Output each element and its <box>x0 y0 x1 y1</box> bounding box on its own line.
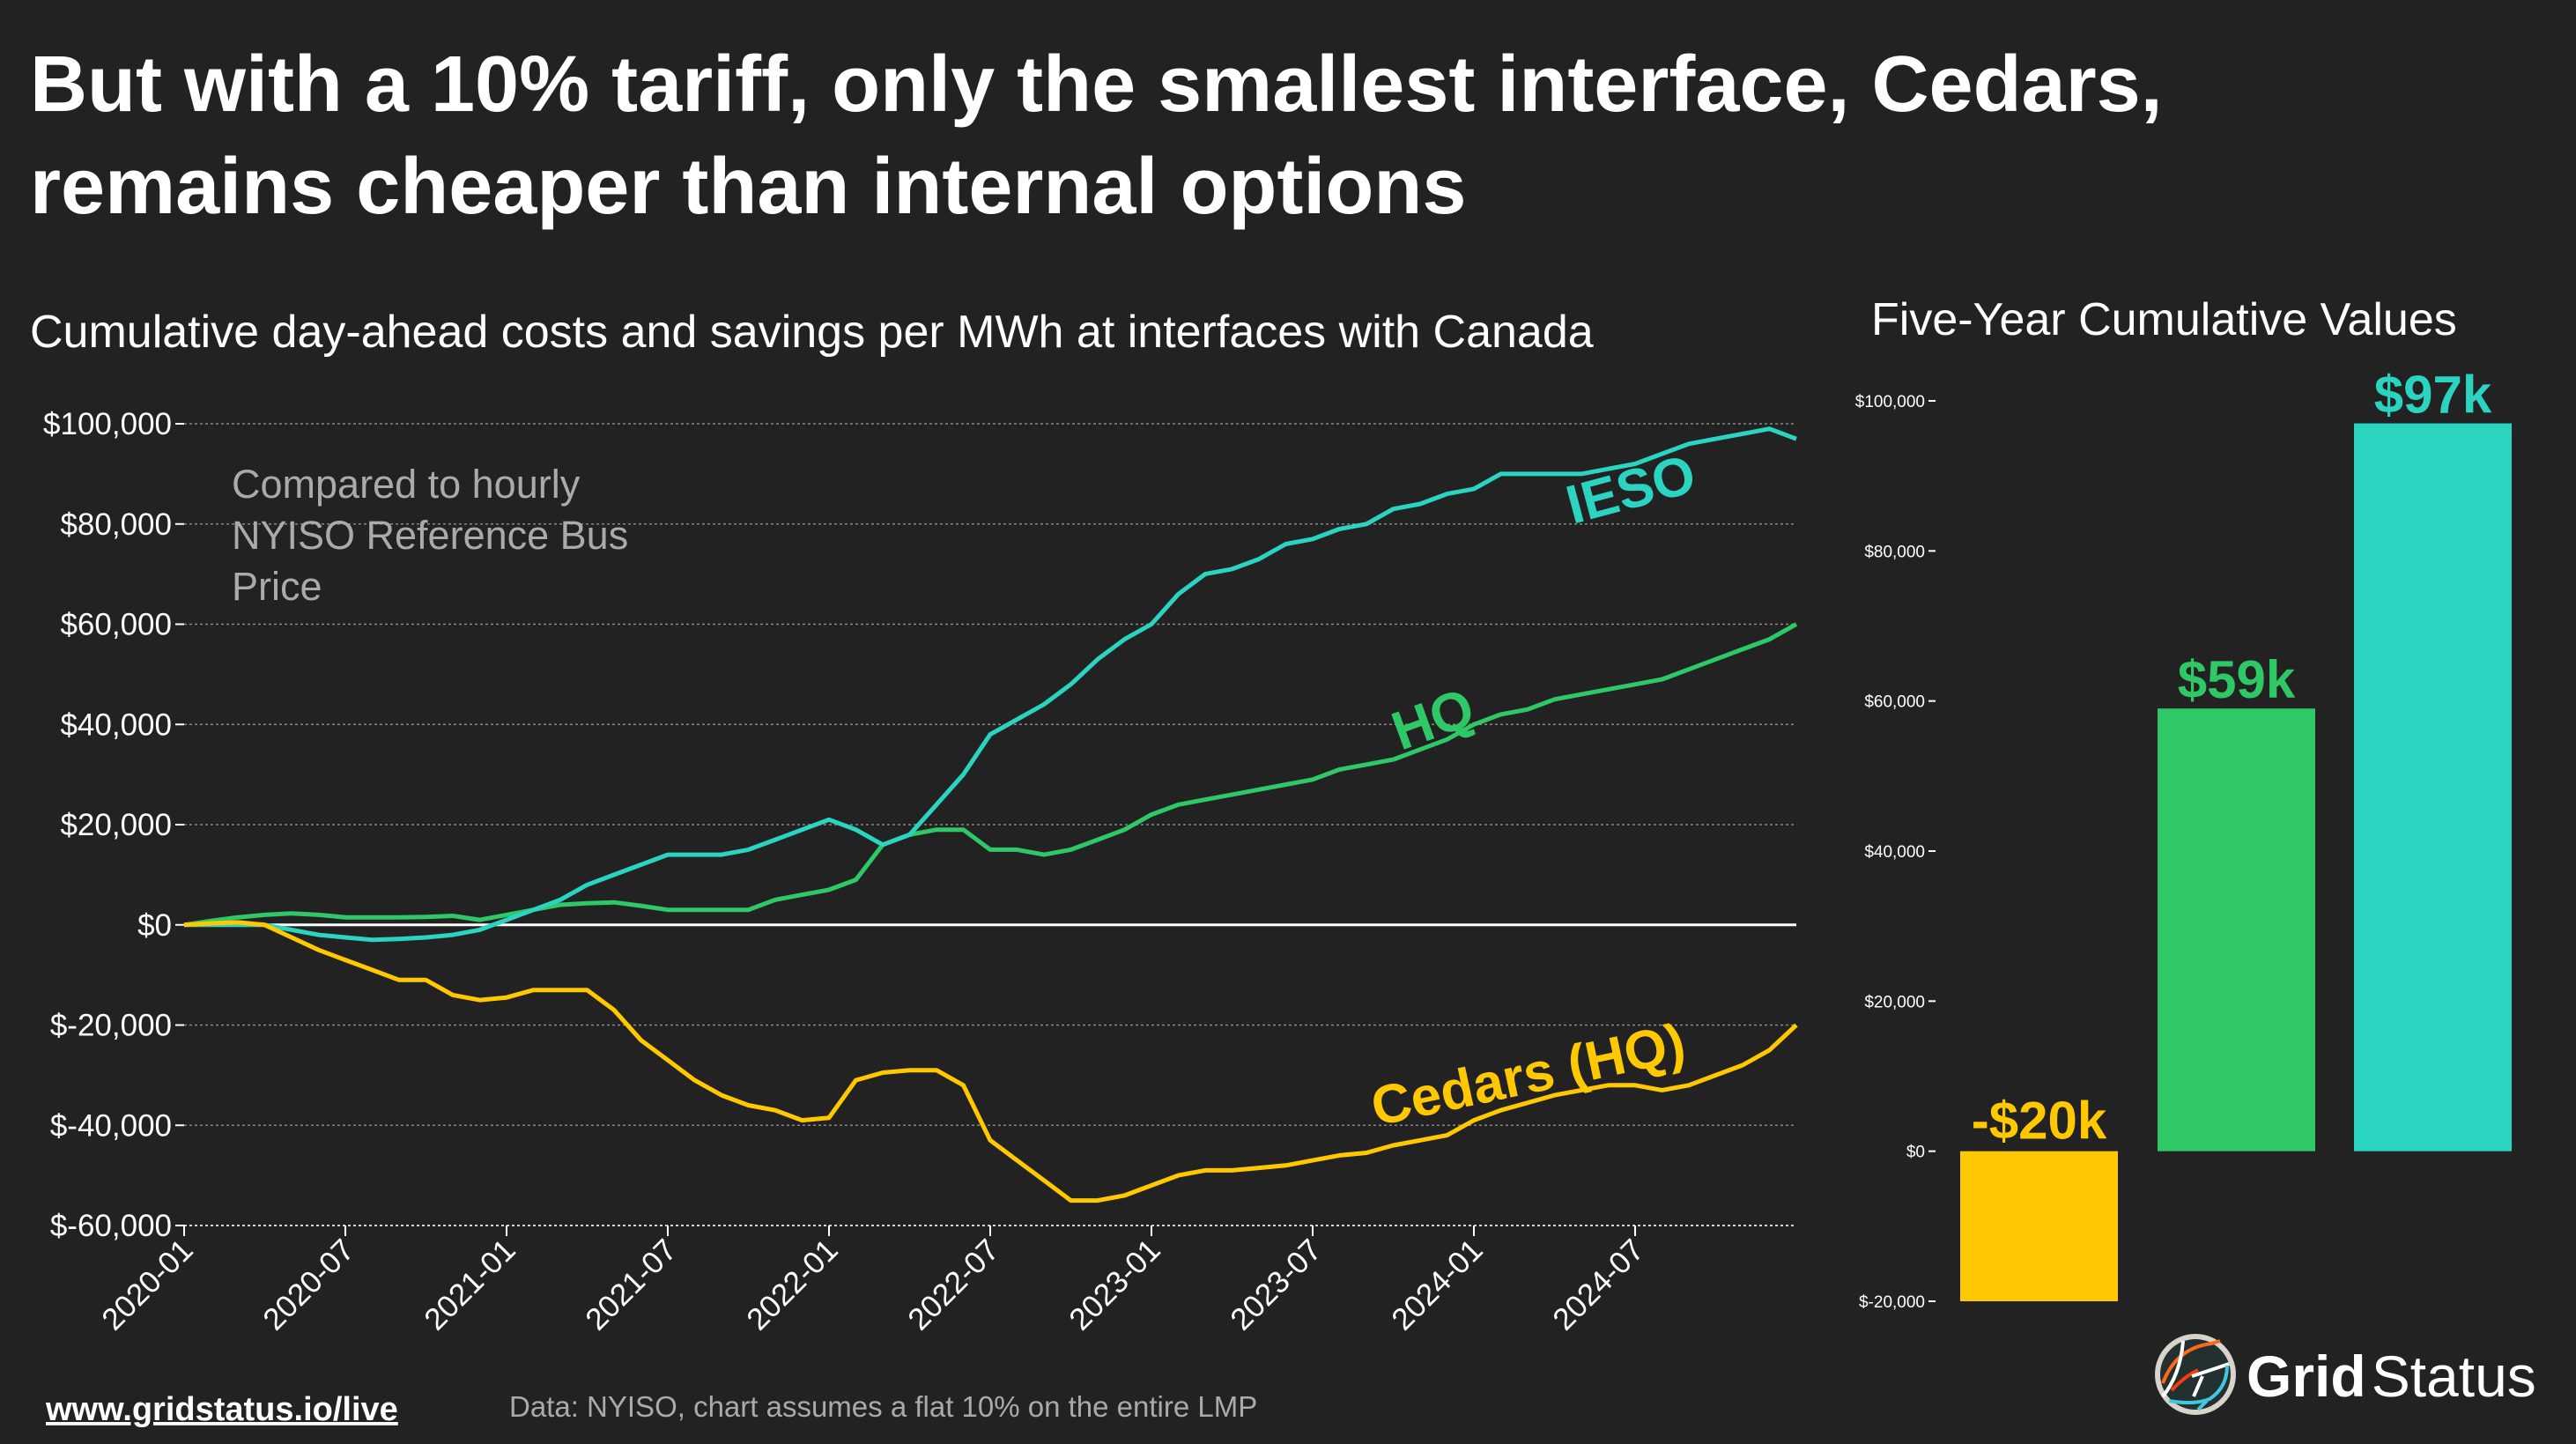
website-link[interactable]: www.gridstatus.io/live <box>45 1391 398 1428</box>
y-tick-label: $0 <box>137 908 172 943</box>
line-chart-title: Cumulative day-ahead costs and savings p… <box>30 307 1594 358</box>
bar-y-tick-label: $40,000 <box>1864 843 1925 862</box>
y-tick-label: $20,000 <box>60 808 172 842</box>
bar-y-tick-label: $0 <box>1906 1144 1925 1162</box>
y-tick-label: $100,000 <box>43 407 172 441</box>
logo-text-bold: Grid <box>2247 1344 2366 1409</box>
annotation-line: Compared to hourly <box>232 462 581 507</box>
logo-circle-icon <box>2155 1334 2236 1415</box>
y-tick-label: $-20,000 <box>50 1009 172 1043</box>
y-tick-label: $40,000 <box>60 707 172 742</box>
bar-data-label: $97k <box>2374 366 2492 425</box>
bar-ieso <box>2354 423 2512 1151</box>
title-line-2: remains cheaper than internal options <box>30 143 1466 231</box>
y-tick-label: $60,000 <box>60 608 172 642</box>
bar-hq <box>2158 708 2315 1151</box>
bar-chart: $-20,000 $0 $20,000 $40,000 $60,000 $80,000 $1… <box>1855 366 2512 1312</box>
y-tick-label: $-60,000 <box>50 1209 172 1243</box>
bar-y-tick-label: $100,000 <box>1855 393 1925 411</box>
bar-y-tick-label: $20,000 <box>1864 993 1925 1011</box>
logo-text-light: Status <box>2372 1344 2536 1409</box>
series-line-cedars-hq <box>183 920 1798 1203</box>
series-line-ieso <box>184 426 1797 943</box>
logo-text: GridStatus <box>2247 1344 2536 1409</box>
bar-cedars-hq <box>1960 1151 2118 1301</box>
annotation-note: Compared to hourly NYISO Reference Bus P… <box>232 462 628 609</box>
y-tick-label: $80,000 <box>60 507 172 542</box>
bar-y-tick-label: $60,000 <box>1864 693 1925 712</box>
bar-data-label: -$20k <box>1972 1092 2107 1151</box>
gridstatus-logo: GridStatus <box>2155 1334 2536 1415</box>
bar-data-label: $59k <box>2178 650 2296 709</box>
annotation-line: NYISO Reference Bus <box>232 513 628 558</box>
y-tick-label: $-40,000 <box>50 1108 172 1143</box>
bar-y-tick-label: $-20,000 <box>1859 1293 1925 1312</box>
bar-y-tick-label: $80,000 <box>1864 543 1925 561</box>
bar-chart-title: Five-Year Cumulative Values <box>1871 294 2457 345</box>
data-source-note: Data: NYISO, chart assumes a flat 10% on… <box>509 1390 1257 1423</box>
annotation-line: Price <box>232 564 322 609</box>
series-line-hq <box>183 622 1798 928</box>
title-line-1: But with a 10% tariff, only the smallest… <box>30 41 2163 129</box>
